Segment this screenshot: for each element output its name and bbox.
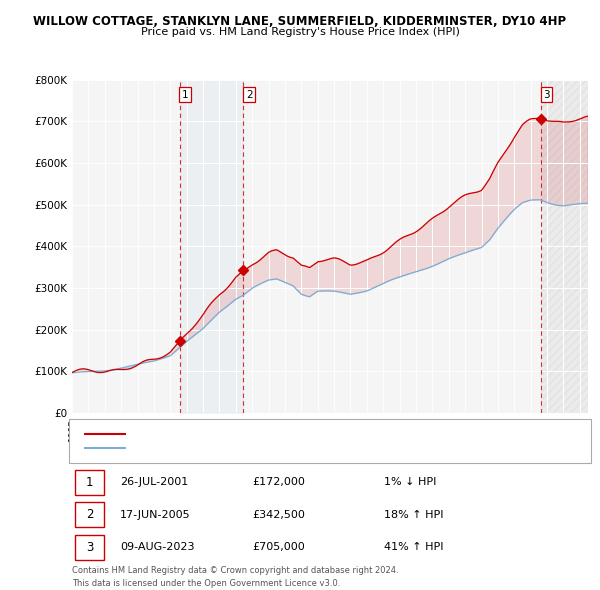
Text: 1% ↓ HPI: 1% ↓ HPI	[384, 477, 436, 487]
Text: 3: 3	[543, 90, 550, 100]
Text: £172,000: £172,000	[252, 477, 305, 487]
Text: 41% ↑ HPI: 41% ↑ HPI	[384, 542, 443, 552]
Text: WILLOW COTTAGE, STANKLYN LANE, SUMMERFIELD, KIDDERMINSTER, DY10 4HP: WILLOW COTTAGE, STANKLYN LANE, SUMMERFIE…	[34, 15, 566, 28]
Text: 26-JUL-2001: 26-JUL-2001	[120, 477, 188, 487]
Text: Price paid vs. HM Land Registry's House Price Index (HPI): Price paid vs. HM Land Registry's House …	[140, 27, 460, 37]
Text: WILLOW COTTAGE, STANKLYN LANE, SUMMERFIELD, KIDDERMINSTER, DY10 4HP (detache: WILLOW COTTAGE, STANKLYN LANE, SUMMERFIE…	[132, 429, 534, 438]
Text: HPI: Average price, detached house, Wychavon: HPI: Average price, detached house, Wych…	[132, 444, 346, 453]
Text: 09-AUG-2023: 09-AUG-2023	[120, 542, 194, 552]
Text: 1: 1	[182, 90, 189, 100]
Text: 3: 3	[86, 540, 93, 554]
Text: Contains HM Land Registry data © Crown copyright and database right 2024.: Contains HM Land Registry data © Crown c…	[72, 566, 398, 575]
Text: 17-JUN-2005: 17-JUN-2005	[120, 510, 191, 520]
Text: 2: 2	[86, 508, 93, 522]
Text: 1: 1	[86, 476, 93, 489]
Text: 2: 2	[246, 90, 253, 100]
Text: £705,000: £705,000	[252, 542, 305, 552]
Text: 18% ↑ HPI: 18% ↑ HPI	[384, 510, 443, 520]
Text: £342,500: £342,500	[252, 510, 305, 520]
Text: This data is licensed under the Open Government Licence v3.0.: This data is licensed under the Open Gov…	[72, 579, 340, 588]
